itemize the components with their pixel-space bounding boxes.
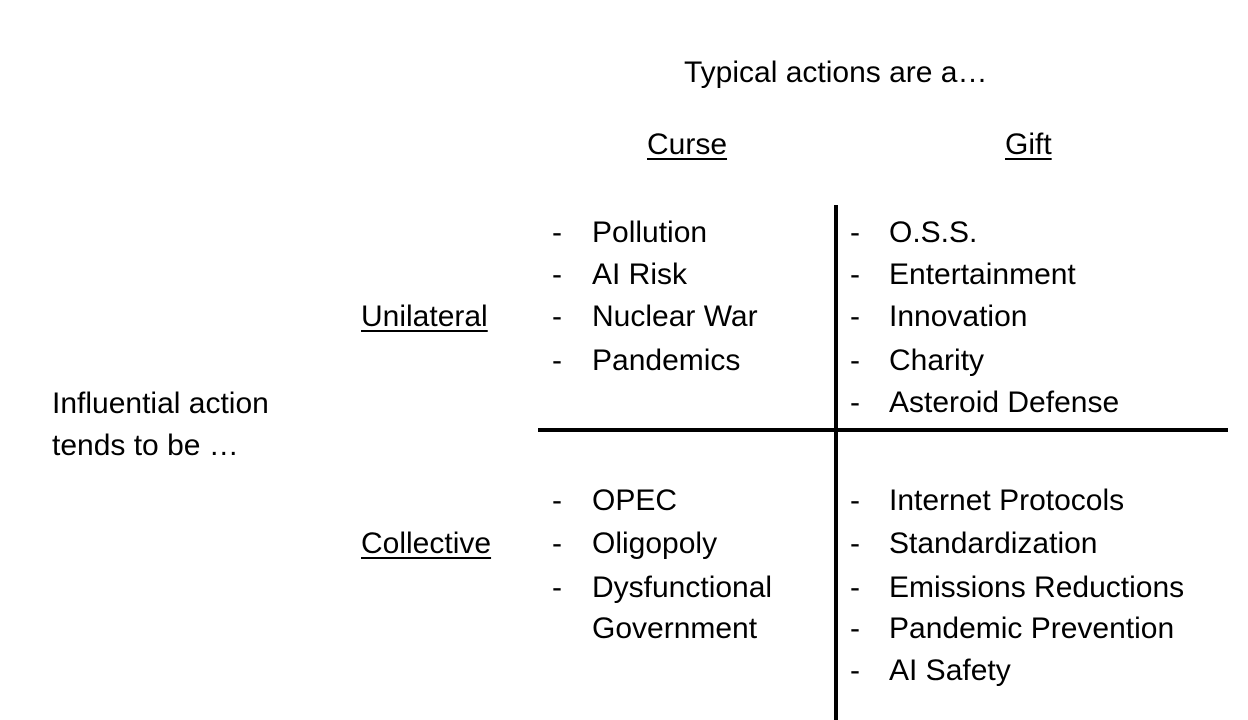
row-title-line2: tends to be … [52, 429, 239, 462]
item-text: Pandemics [592, 344, 741, 377]
dash: - [552, 571, 562, 604]
dash: - [850, 300, 860, 333]
dash: - [850, 216, 860, 249]
columns-title: Typical actions are a… [684, 56, 988, 89]
dash: - [552, 344, 562, 377]
item-text: Oligopoly [592, 527, 718, 560]
dash: - [552, 258, 562, 291]
dash: - [850, 344, 860, 377]
dash: - [850, 612, 860, 645]
item-text: Asteroid Defense [889, 386, 1120, 419]
row-header-collective: Collective [361, 527, 492, 560]
item-text: OPEC [592, 484, 678, 517]
dash: - [850, 654, 860, 687]
vertical-divider [834, 205, 838, 720]
item-text: AI Risk [592, 258, 688, 291]
item-text: Standardization [889, 527, 1098, 560]
item-text: Dysfunctional [592, 571, 773, 604]
item-text: AI Safety [889, 654, 1011, 687]
row-title-line1: Influential action [52, 387, 269, 420]
dash: - [850, 527, 860, 560]
horizontal-divider [538, 428, 1228, 432]
dash: - [850, 386, 860, 419]
item-text: O.S.S. [889, 216, 978, 249]
dash: - [552, 527, 562, 560]
item-text: Entertainment [889, 258, 1076, 291]
item-text: Emissions Reductions [889, 571, 1185, 604]
item-text: Internet Protocols [889, 484, 1125, 517]
item-text: Government [592, 612, 758, 645]
item-text: Pandemic Prevention [889, 612, 1175, 645]
row-header-unilateral: Unilateral [361, 300, 488, 333]
dash: - [850, 258, 860, 291]
item-text: Charity [889, 344, 985, 377]
column-header-curse: Curse [647, 128, 728, 161]
dash: - [552, 216, 562, 249]
item-text: Pollution [592, 216, 708, 249]
dash: - [552, 484, 562, 517]
item-text: Innovation [889, 300, 1028, 333]
dash: - [850, 484, 860, 517]
column-header-gift: Gift [1005, 128, 1052, 161]
item-text: Nuclear War [592, 300, 758, 333]
dash: - [552, 300, 562, 333]
dash: - [850, 571, 860, 604]
